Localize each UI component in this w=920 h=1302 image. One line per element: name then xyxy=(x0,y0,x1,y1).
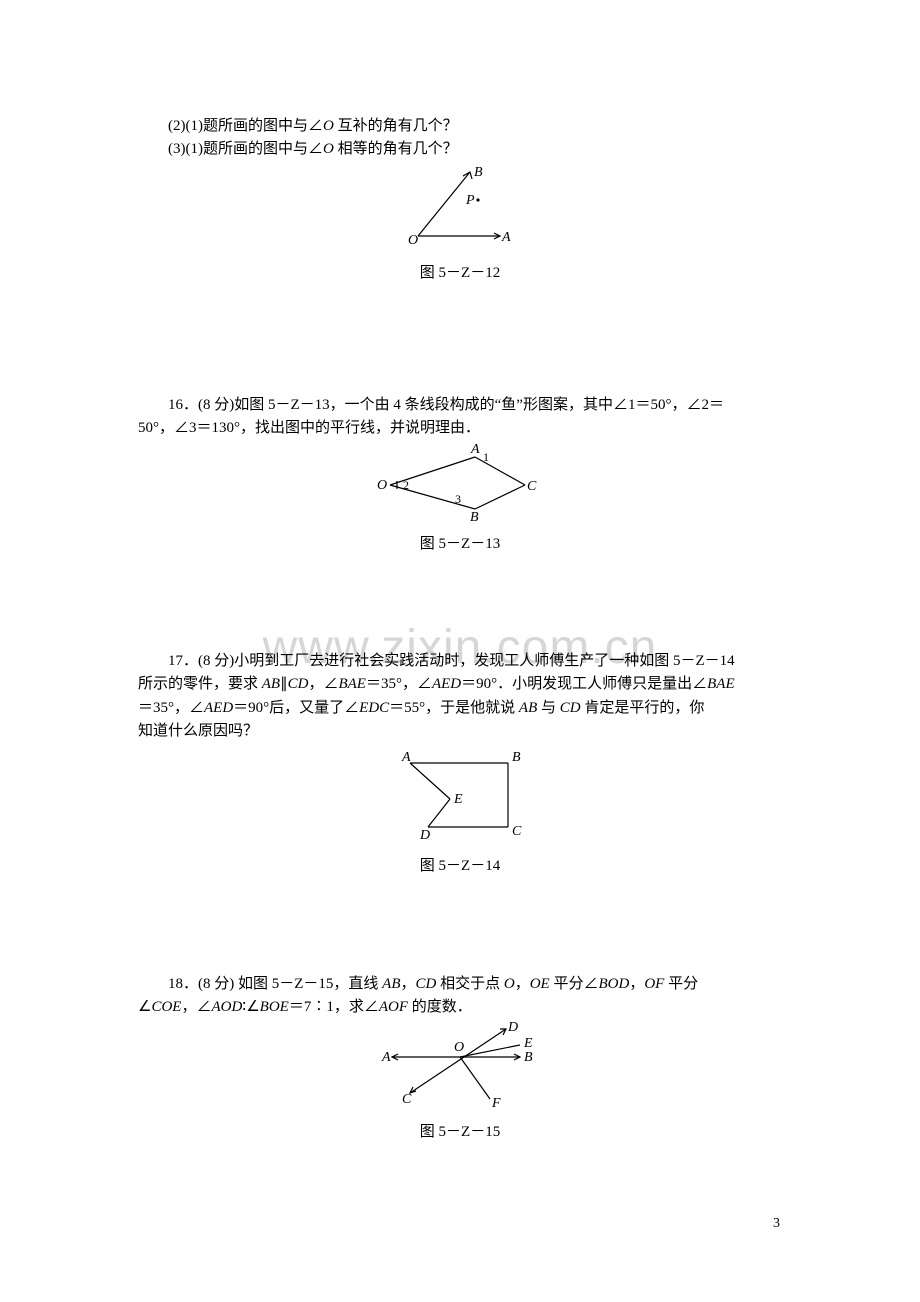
q17-l2i5: BAE xyxy=(707,676,735,692)
fig14-svg: A B E D C xyxy=(390,745,530,845)
q15-line2: (2)(1)题所画的图中与∠O 互补的角有几个？ xyxy=(138,115,782,138)
fig13-label-A: A xyxy=(470,443,480,457)
q18-l2d: ＝7∶1，求∠ xyxy=(289,999,379,1015)
figure-5z15: A B C D E F O 图 5－Z－15 xyxy=(138,1021,782,1145)
q17-l3d: 与 xyxy=(537,700,560,716)
q17-l2i4: AED xyxy=(432,676,461,692)
q15-l2-b: 互补的角有几个？ xyxy=(334,118,458,134)
fig14-caption: 图 5－Z－14 xyxy=(138,855,782,878)
fig13-label-3: 3 xyxy=(455,492,461,506)
fig12-caption: 图 5－Z－12 xyxy=(138,262,782,285)
fig13-label-B: B xyxy=(470,510,479,523)
q17-l2i2: CD xyxy=(288,676,309,692)
q16-line1: 16．(8 分)如图 5－Z－13，一个由 4 条线段构成的“鱼”形图案，其中∠… xyxy=(138,394,782,417)
q17-l3e: 肯定是平行的，你 xyxy=(581,700,705,716)
figure-5z12: B P O A 图 5－Z－12 xyxy=(138,164,782,286)
q17-l2a: 所示的零件，要求 xyxy=(138,676,262,692)
fig12-label-A: A xyxy=(501,230,511,245)
q17-line1: 17．(8 分)小明到工厂去进行社会实践活动时，发现工人师傅生产了一种如图 5－… xyxy=(138,650,782,673)
fig15-label-D: D xyxy=(507,1021,518,1035)
q17-l3c: ＝55°，于是他就说 xyxy=(389,700,519,716)
q15-l3-i: O xyxy=(323,141,334,157)
q17-l2i1: AB xyxy=(262,676,280,692)
fig12-point-P xyxy=(476,198,479,201)
q18-l1i2: CD xyxy=(416,976,437,992)
page-number: 3 xyxy=(773,1216,780,1232)
q15-line3: (3)(1)题所画的图中与∠O 相等的角有几个？ xyxy=(138,138,782,161)
fig13-label-1: 1 xyxy=(483,450,489,464)
q15-l3-b: 相等的角有几个？ xyxy=(334,141,458,157)
fig15-label-E: E xyxy=(523,1036,533,1051)
fig15-label-O: O xyxy=(454,1040,464,1055)
fig15-label-A: A xyxy=(381,1050,391,1065)
q18-l1a: 18．(8 分) 如图 5－Z－15，直线 xyxy=(168,976,382,992)
fig13-caption: 图 5－Z－13 xyxy=(138,533,782,556)
q17-l3b: ＝90°后，又量了∠ xyxy=(233,700,359,716)
q18-l1g: 平分 xyxy=(664,976,698,992)
q18-l1i5: BOD xyxy=(598,976,629,992)
q18-l1c: 相交于点 xyxy=(436,976,504,992)
q18-l1i4: OE xyxy=(530,976,550,992)
fig12-label-P: P xyxy=(465,193,475,208)
q18-l1i3: O xyxy=(504,976,515,992)
q17-l2c: ，∠ xyxy=(308,676,338,692)
q17-l3i3: AB xyxy=(519,700,537,716)
q18-l1i6: OF xyxy=(644,976,664,992)
q17-line3: ＝35°，∠AED＝90°后，又量了∠EDC＝55°，于是他就说 AB 与 CD… xyxy=(138,697,782,720)
q15-l2-a: (2)(1)题所画的图中与∠ xyxy=(168,118,323,134)
q18-l1i1: AB xyxy=(382,976,400,992)
figure-5z13: O A B C 1 2 3 图 5－Z－13 xyxy=(138,443,782,557)
q18-l1b: ， xyxy=(400,976,415,992)
q18-l2i4: AOF xyxy=(379,999,408,1015)
q17-l2b: ∥ xyxy=(280,676,288,692)
q18-l2a: ∠ xyxy=(138,999,151,1015)
fig13-svg: O A B C 1 2 3 xyxy=(375,443,545,523)
fig13-label-C: C xyxy=(527,479,537,494)
q17-l2i3: BAE xyxy=(338,676,366,692)
fig15-label-B: B xyxy=(524,1050,533,1065)
q18-l1d: ， xyxy=(515,976,530,992)
page-content: (2)(1)题所画的图中与∠O 互补的角有几个？ (3)(1)题所画的图中与∠O… xyxy=(0,0,920,1209)
fig12-label-B: B xyxy=(474,165,483,180)
q17-l3i4: CD xyxy=(560,700,581,716)
q17-line2: 所示的零件，要求 AB∥CD，∠BAE＝35°，∠AED＝90°．小明发现工人师… xyxy=(138,673,782,696)
q17-l3a: ＝35°，∠ xyxy=(138,700,204,716)
fig15-label-C: C xyxy=(402,1092,412,1107)
fig12-svg: B P O A xyxy=(400,164,520,252)
q17-line4: 知道什么原因吗？ xyxy=(138,720,782,743)
figure-5z14: A B E D C 图 5－Z－14 xyxy=(138,745,782,879)
fig13-label-O: O xyxy=(377,478,387,493)
fig15-svg: A B C D E F O xyxy=(380,1021,540,1111)
fig14-label-A: A xyxy=(401,750,411,765)
q18-line1: 18．(8 分) 如图 5－Z－15，直线 AB，CD 相交于点 O，OE 平分… xyxy=(138,973,782,996)
q17-l2d: ＝35°，∠ xyxy=(366,676,432,692)
q18-l2i1: COE xyxy=(151,999,181,1015)
fig14-label-E: E xyxy=(453,792,463,807)
q18-l2i2: AOD xyxy=(211,999,242,1015)
q17-l3i1: AED xyxy=(204,700,233,716)
q17-l2e: ＝90°．小明发现工人师傅只是量出∠ xyxy=(461,676,707,692)
q18-l2i3: BOE xyxy=(260,999,289,1015)
fig13-label-2: 2 xyxy=(403,478,409,492)
fig15-caption: 图 5－Z－15 xyxy=(138,1121,782,1144)
q18-l2b: ，∠ xyxy=(181,999,211,1015)
q15-l3-a: (3)(1)题所画的图中与∠ xyxy=(168,141,323,157)
q18-l1e: 平分∠ xyxy=(550,976,599,992)
q18-l2e: 的度数． xyxy=(408,999,472,1015)
fig12-label-O: O xyxy=(408,233,418,248)
q15-l2-i: O xyxy=(323,118,334,134)
q18-l2c: ∶∠ xyxy=(242,999,259,1015)
q18-l1f: ， xyxy=(629,976,644,992)
fig14-label-B: B xyxy=(512,750,521,765)
fig14-label-D: D xyxy=(419,828,430,843)
q16-line2: 50°，∠3＝130°，找出图中的平行线，并说明理由． xyxy=(138,417,782,440)
q17-l3i2: EDC xyxy=(359,700,389,716)
q18-line2: ∠COE，∠AOD∶∠BOE＝7∶1，求∠AOF 的度数． xyxy=(138,996,782,1019)
fig15-label-F: F xyxy=(491,1096,501,1111)
fig14-label-C: C xyxy=(512,824,522,839)
